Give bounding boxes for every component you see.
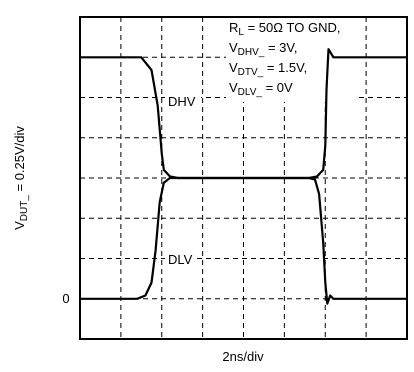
annotation-line-vdhv: VDHV_ = 3V,	[229, 40, 298, 58]
plot-frame	[79, 16, 408, 340]
trace-labels: DHV DLV	[165, 92, 201, 268]
trace-label-dhv: DHV	[168, 94, 196, 109]
zero-level-label: 0	[62, 291, 69, 306]
y-axis-label-rest: = 0.25V/div	[12, 126, 27, 196]
trace-label-dlv: DLV	[168, 252, 193, 267]
y-axis-label-sub: DUT_	[19, 195, 30, 222]
y-axis-label: VDUT_ = 0.25V/div	[12, 126, 30, 230]
conditions-annotation: RL = 50Ω TO GND, VDHV_ = 3V, VDTV_ = 1.5…	[226, 18, 356, 102]
trace-dlv	[80, 176, 407, 305]
annotation-line-vdtv: VDTV_ = 1.5V,	[229, 60, 307, 78]
x-axis-label: 2ns/div	[222, 349, 264, 364]
dlv-label-background	[165, 250, 197, 268]
traces	[80, 48, 407, 305]
annotation-background	[226, 18, 356, 102]
annotation-line-vdlv: VDLV_ = 0V	[229, 80, 293, 98]
annotation-line-rl: RL = 50Ω TO GND,	[229, 20, 341, 38]
y-axis-label-main: V	[12, 221, 27, 230]
dhv-label-background	[165, 92, 201, 110]
